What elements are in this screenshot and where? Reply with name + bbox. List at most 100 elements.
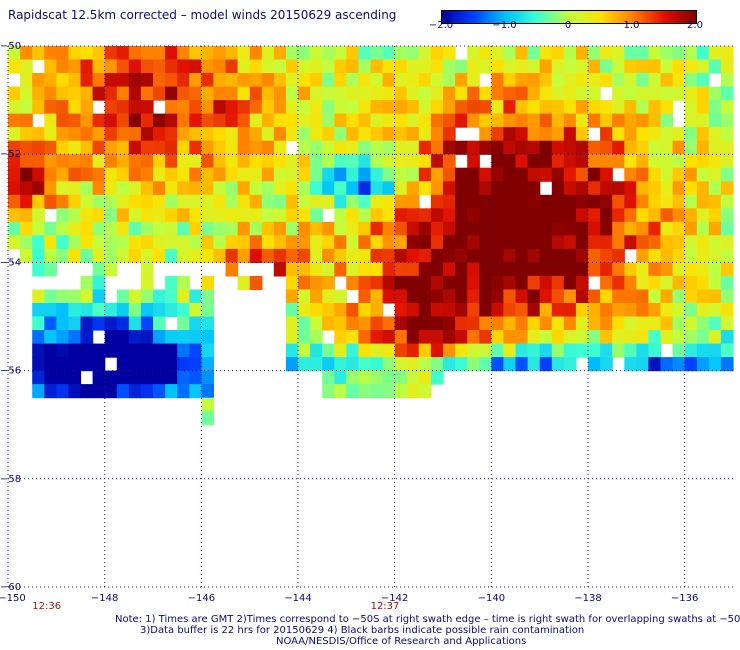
heatmap-cell xyxy=(44,384,57,399)
heatmap-cell xyxy=(430,86,444,101)
heatmap-cell xyxy=(672,127,686,142)
heatmap-cell xyxy=(636,154,649,169)
heatmap-cell xyxy=(708,303,722,318)
heatmap-cell xyxy=(455,140,468,155)
heatmap-cell xyxy=(539,357,553,372)
heatmap-cell xyxy=(720,100,734,115)
heatmap-cell xyxy=(443,59,456,74)
heatmap-cell xyxy=(153,59,166,74)
heatmap-cell xyxy=(298,316,311,331)
heatmap-cell xyxy=(261,167,275,182)
heatmap-cell xyxy=(80,235,94,250)
heatmap-cell xyxy=(479,127,492,142)
heatmap-cell xyxy=(491,100,504,115)
heatmap-cell xyxy=(32,248,45,263)
heatmap-cell xyxy=(116,100,130,115)
heatmap-cell xyxy=(370,221,384,236)
heatmap-cell xyxy=(128,181,142,196)
heatmap-cell xyxy=(334,181,347,196)
heatmap-cell xyxy=(32,343,45,358)
heatmap-cell xyxy=(56,303,69,318)
heatmap-cell xyxy=(116,140,130,155)
heatmap-cell xyxy=(394,194,408,209)
heatmap-cell xyxy=(672,154,686,169)
heatmap-cell xyxy=(104,208,118,223)
heatmap-cell xyxy=(660,208,674,223)
heatmap-cell xyxy=(32,289,45,304)
heatmap-cell xyxy=(44,100,57,115)
heatmap-cell xyxy=(491,46,504,61)
heatmap-cell xyxy=(116,73,130,88)
grid-lines xyxy=(7,45,733,588)
heatmap-cell xyxy=(479,343,492,358)
heatmap-cell xyxy=(358,235,372,250)
heatmap-cell xyxy=(696,127,710,142)
heatmap-cell xyxy=(153,370,166,385)
heatmap-cell xyxy=(237,181,251,196)
heatmap-cell xyxy=(382,208,396,223)
heatmap-cell xyxy=(140,154,154,169)
note-line-2: 3)Data buffer is 22 hrs for 20150629 4) … xyxy=(140,625,585,636)
heatmap-cell xyxy=(515,167,529,182)
heatmap-cell xyxy=(720,194,734,209)
heatmap-cell xyxy=(32,100,45,115)
colorbar-tick-label: 0 xyxy=(564,20,572,31)
heatmap-cell xyxy=(624,235,637,250)
heatmap-cell xyxy=(455,330,468,345)
heatmap-cell xyxy=(298,59,311,74)
heatmap-cell xyxy=(249,221,263,236)
heatmap-cell xyxy=(527,289,541,304)
heatmap-cell xyxy=(56,73,69,88)
heatmap-cell xyxy=(551,167,565,182)
heatmap-cell xyxy=(539,316,553,331)
heatmap-cell xyxy=(104,384,118,399)
heatmap-cell xyxy=(575,140,589,155)
heatmap-cell xyxy=(334,59,347,74)
heatmap-cell xyxy=(358,86,372,101)
heatmap-cell xyxy=(612,127,625,142)
heatmap-cell xyxy=(394,330,408,345)
heatmap-cell xyxy=(503,330,517,345)
x-tick-label: −136 xyxy=(671,593,698,604)
heatmap-cell xyxy=(539,100,553,115)
heatmap-cell xyxy=(201,221,214,236)
heatmap-cell xyxy=(273,167,287,182)
heatmap-cell xyxy=(310,275,323,290)
heatmap-cell xyxy=(394,59,408,74)
heatmap-cell xyxy=(116,194,130,209)
heatmap-cell xyxy=(68,46,82,61)
heatmap-cell xyxy=(418,343,432,358)
heatmap-cell xyxy=(684,100,698,115)
heatmap-cell xyxy=(551,59,565,74)
heatmap-cell xyxy=(539,289,553,304)
heatmap-cell xyxy=(527,113,541,128)
heatmap-cell xyxy=(588,167,601,182)
heatmap-cell xyxy=(479,316,492,331)
heatmap-cell xyxy=(346,275,359,290)
heatmap-cell xyxy=(285,303,299,318)
heatmap-cell xyxy=(128,73,142,88)
heatmap-cell xyxy=(32,262,45,277)
heatmap-cell xyxy=(249,127,263,142)
heatmap-cell xyxy=(515,113,529,128)
heatmap-cell xyxy=(575,221,589,236)
heatmap-cell xyxy=(636,181,649,196)
heatmap-cell xyxy=(32,140,45,155)
heatmap-cell xyxy=(189,330,202,345)
heatmap-cell xyxy=(624,330,637,345)
heatmap-cell xyxy=(80,248,94,263)
heatmap-cell xyxy=(394,140,408,155)
heatmap-cell xyxy=(527,343,541,358)
heatmap-cell xyxy=(443,208,456,223)
heatmap-cell xyxy=(80,357,94,372)
x-tick-label: −146 xyxy=(188,593,215,604)
heatmap-cell xyxy=(140,303,154,318)
heatmap-cell xyxy=(189,289,202,304)
heatmap-cell xyxy=(92,194,106,209)
heatmap-cell xyxy=(443,248,456,263)
heatmap-cell xyxy=(177,208,190,223)
heatmap-cell xyxy=(575,275,589,290)
heatmap-cell xyxy=(177,275,190,290)
heatmap-cell xyxy=(140,357,154,372)
heatmap-cell xyxy=(684,154,698,169)
